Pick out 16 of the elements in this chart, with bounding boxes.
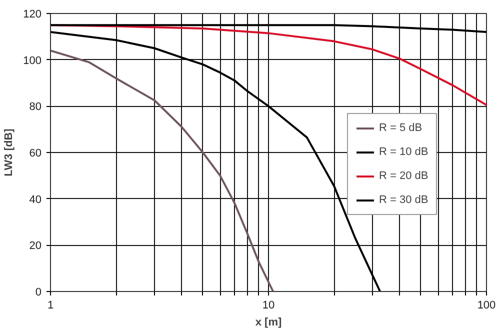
legend-label: R = 10 dB bbox=[379, 146, 428, 158]
y-axis-title: LW3 [dB] bbox=[3, 128, 16, 176]
x-tick-label: 1 bbox=[47, 300, 54, 312]
y-tick-label: 60 bbox=[29, 148, 42, 160]
y-tick-label: 100 bbox=[23, 54, 42, 67]
x-axis-title: x [m] bbox=[255, 316, 282, 328]
y-tick-label: 40 bbox=[29, 194, 42, 206]
y-tick-label: 20 bbox=[29, 240, 42, 252]
x-tick-label: 10 bbox=[262, 300, 275, 312]
legend-label: R = 5 dB bbox=[379, 122, 422, 134]
legend-label: R = 20 dB bbox=[379, 170, 428, 182]
y-tick-label: 80 bbox=[29, 101, 42, 114]
y-tick-label: 0 bbox=[35, 286, 42, 298]
legend-label: R = 30 dB bbox=[379, 194, 428, 206]
x-tick-label: 100 bbox=[477, 300, 496, 312]
y-tick-label: 120 bbox=[23, 8, 42, 20]
